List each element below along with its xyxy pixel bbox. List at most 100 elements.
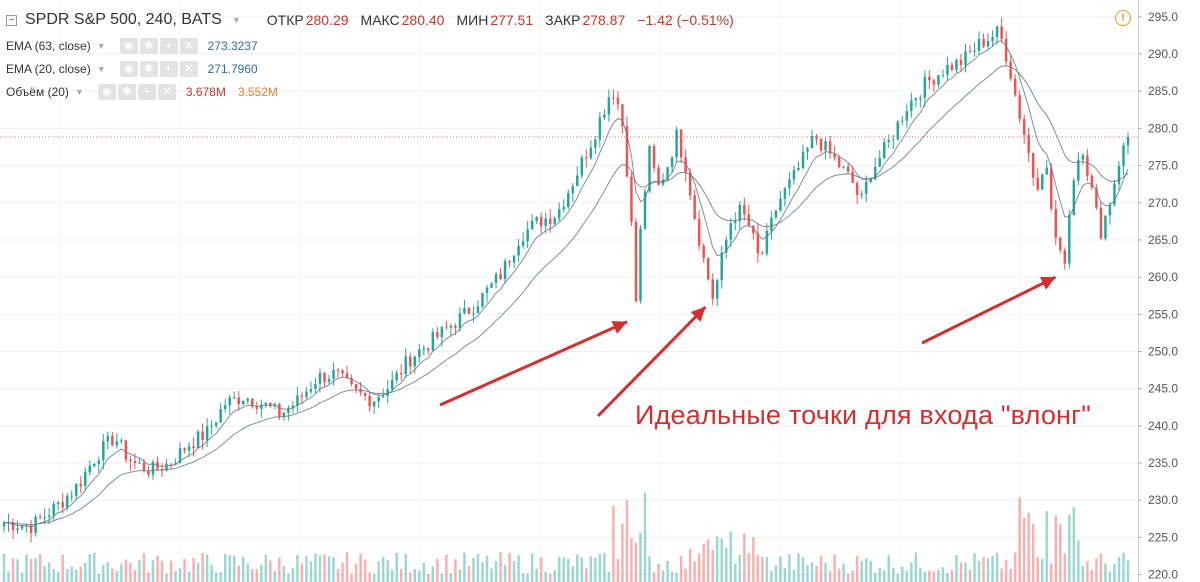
volume-bar — [693, 561, 696, 582]
candle — [594, 139, 597, 148]
volume-bar — [688, 548, 692, 582]
candle — [1086, 155, 1089, 176]
arrow-head — [1039, 277, 1056, 290]
candle — [833, 153, 836, 158]
candle — [824, 141, 827, 151]
gear-icon[interactable]: ✱ — [117, 83, 136, 100]
volume-bar — [93, 552, 96, 582]
volume-bar — [806, 565, 809, 582]
candle — [576, 175, 579, 187]
candle — [837, 157, 841, 168]
candle — [88, 466, 92, 473]
candle — [752, 225, 755, 234]
volume-bar — [842, 563, 845, 582]
volume-bar — [752, 537, 755, 582]
candle — [1050, 167, 1053, 209]
volume-bar — [761, 556, 764, 582]
volume-bar — [503, 564, 507, 582]
indicator-name[interactable]: EMA (20, close) — [6, 61, 91, 76]
volume-bar — [706, 539, 710, 582]
axis-tick-label: 290.0 — [1148, 47, 1178, 61]
volume-bar — [625, 499, 629, 582]
volume-bar — [372, 573, 376, 582]
volume-bar — [1063, 553, 1067, 582]
low-label: МИН — [456, 12, 489, 28]
volume-bar — [1050, 563, 1053, 582]
candle — [65, 495, 69, 508]
indicator-volume: Объём (20) ▼ ◉ ✱ + ✕ 3.678M 3.552M — [6, 80, 734, 103]
gear-icon[interactable]: ✱ — [139, 37, 158, 54]
volume-bar — [174, 570, 177, 582]
indicator-name[interactable]: EMA (63, close) — [6, 38, 91, 53]
candle — [372, 401, 376, 407]
volume-bar — [427, 573, 430, 582]
candle — [571, 186, 575, 194]
alert-icon[interactable]: ! — [1115, 10, 1131, 26]
candle — [74, 484, 78, 496]
candle — [977, 39, 981, 51]
volume-bar — [1013, 552, 1017, 582]
candle — [715, 280, 719, 299]
volume-bar — [621, 523, 624, 582]
volume-bar — [29, 559, 33, 582]
candle — [70, 495, 73, 497]
volume-bar — [70, 566, 73, 582]
eye-icon[interactable]: ◉ — [97, 83, 116, 100]
candle — [61, 502, 64, 508]
candle — [350, 378, 353, 384]
eye-icon[interactable]: ◉ — [119, 60, 138, 77]
plus-icon[interactable]: + — [159, 60, 178, 77]
candle — [946, 64, 949, 75]
candle — [612, 97, 615, 99]
volume-bar — [1077, 540, 1080, 582]
candle — [472, 313, 475, 315]
indicator-name[interactable]: Объём (20) — [6, 84, 69, 99]
volume-bar — [675, 572, 678, 582]
chevron-down-icon[interactable]: ▼ — [96, 63, 106, 74]
candle — [995, 26, 999, 37]
close-icon[interactable]: ✕ — [157, 83, 176, 100]
axis-tick-label: 240.0 — [1148, 419, 1178, 433]
volume-bar — [783, 568, 787, 582]
price-axis[interactable]: 220.0 225.0 230.0 235.0 240.0 245.0 250.0 255.0… — [1138, 0, 1200, 582]
volume-bar — [657, 563, 660, 582]
volume-bar — [594, 557, 597, 582]
candle — [697, 218, 701, 246]
volume-bar — [490, 568, 493, 582]
candle — [896, 121, 900, 140]
candle — [788, 179, 791, 189]
chevron-down-icon[interactable]: ▼ — [96, 40, 106, 51]
volume-bar — [269, 560, 272, 582]
plus-icon[interactable]: + — [137, 83, 156, 100]
candle — [828, 141, 832, 154]
volume-bar — [228, 554, 231, 582]
volume-bar — [896, 573, 900, 582]
candle — [630, 176, 633, 222]
candle — [706, 258, 710, 280]
candle — [810, 135, 814, 149]
volume-bar — [205, 554, 209, 582]
symbol-title[interactable]: SPDR S&P 500, 240, BATS — [25, 11, 222, 28]
candle — [409, 356, 412, 367]
candle — [476, 306, 480, 314]
candle — [521, 241, 525, 246]
close-icon[interactable]: ✕ — [179, 37, 198, 54]
volume-bar — [178, 568, 182, 582]
candle — [887, 140, 890, 143]
eye-icon[interactable]: ◉ — [119, 37, 138, 54]
candle — [941, 74, 945, 76]
chevron-down-icon[interactable]: ▼ — [74, 86, 84, 97]
volume-bar — [977, 561, 981, 582]
volume-bar — [914, 552, 918, 582]
candle — [404, 356, 407, 375]
collapse-icon[interactable]: − — [6, 14, 17, 26]
plus-icon[interactable]: + — [159, 37, 178, 54]
volume-bar — [354, 563, 358, 582]
volume-bar — [61, 554, 64, 582]
candle — [923, 76, 927, 98]
axis-tick-label: 285.0 — [1148, 84, 1178, 98]
gear-icon[interactable]: ✱ — [139, 60, 158, 77]
chevron-down-icon[interactable]: ▼ — [231, 15, 241, 25]
close-icon[interactable]: ✕ — [179, 60, 198, 77]
